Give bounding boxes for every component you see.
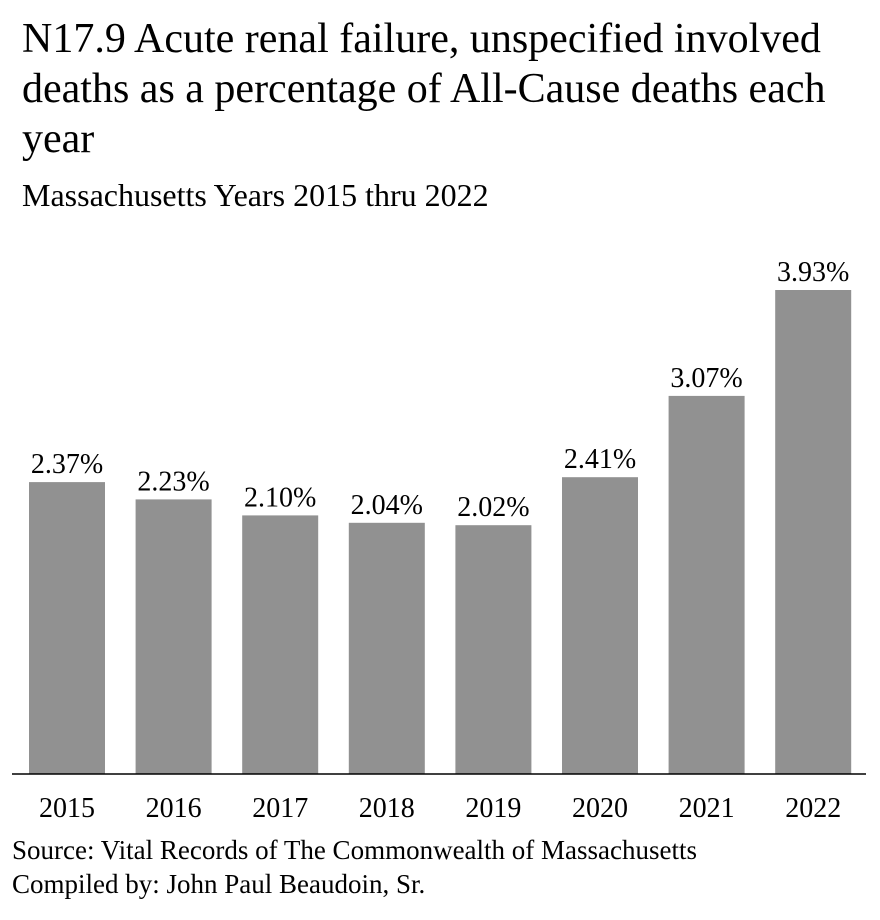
bar-2021 [668,395,745,774]
x-tick-label-2017: 2017 [252,793,308,824]
compiled-by-note: Compiled by: John Paul Beaudoin, Sr. [12,869,426,899]
x-tick-labels-group: 2015 2016 2017 2018 2019 2020 2021 2022 [39,793,841,824]
value-label-2022: 3.93% [777,257,849,288]
value-label-2019: 2.02% [457,492,529,523]
x-tick-label-2018: 2018 [359,793,415,824]
x-tick-label-2021: 2021 [679,793,735,824]
bar-2020 [562,477,638,774]
value-label-2018: 2.04% [351,490,423,521]
chart-subtitle: Massachusetts Years 2015 thru 2022 [22,177,489,213]
value-label-2016: 2.23% [137,466,209,497]
bar-2015 [29,482,105,774]
bar-2017 [242,515,319,774]
source-note: Source: Vital Records of The Commonwealt… [12,835,698,865]
x-tick-label-2020: 2020 [572,793,628,824]
value-labels-group: 2.37% 2.23% 2.10% 2.04% 2.02% 2.41% 3.07% 3.93% [31,257,850,523]
bar-2018 [348,522,425,774]
bars-group [29,290,852,774]
x-tick-label-2016: 2016 [146,793,202,824]
value-label-2015: 2.37% [31,449,103,480]
x-tick-label-2022: 2022 [785,793,841,824]
bar-2022 [775,290,852,774]
value-label-2017: 2.10% [244,482,316,513]
x-tick-label-2019: 2019 [465,793,521,824]
chart-title: N17.9 Acute renal failure, unspecified i… [22,16,826,162]
value-label-2020: 2.41% [564,444,636,475]
bar-2016 [135,499,212,774]
x-tick-label-2015: 2015 [39,793,95,824]
bar-2019 [455,525,532,774]
value-label-2021: 3.07% [670,363,742,394]
